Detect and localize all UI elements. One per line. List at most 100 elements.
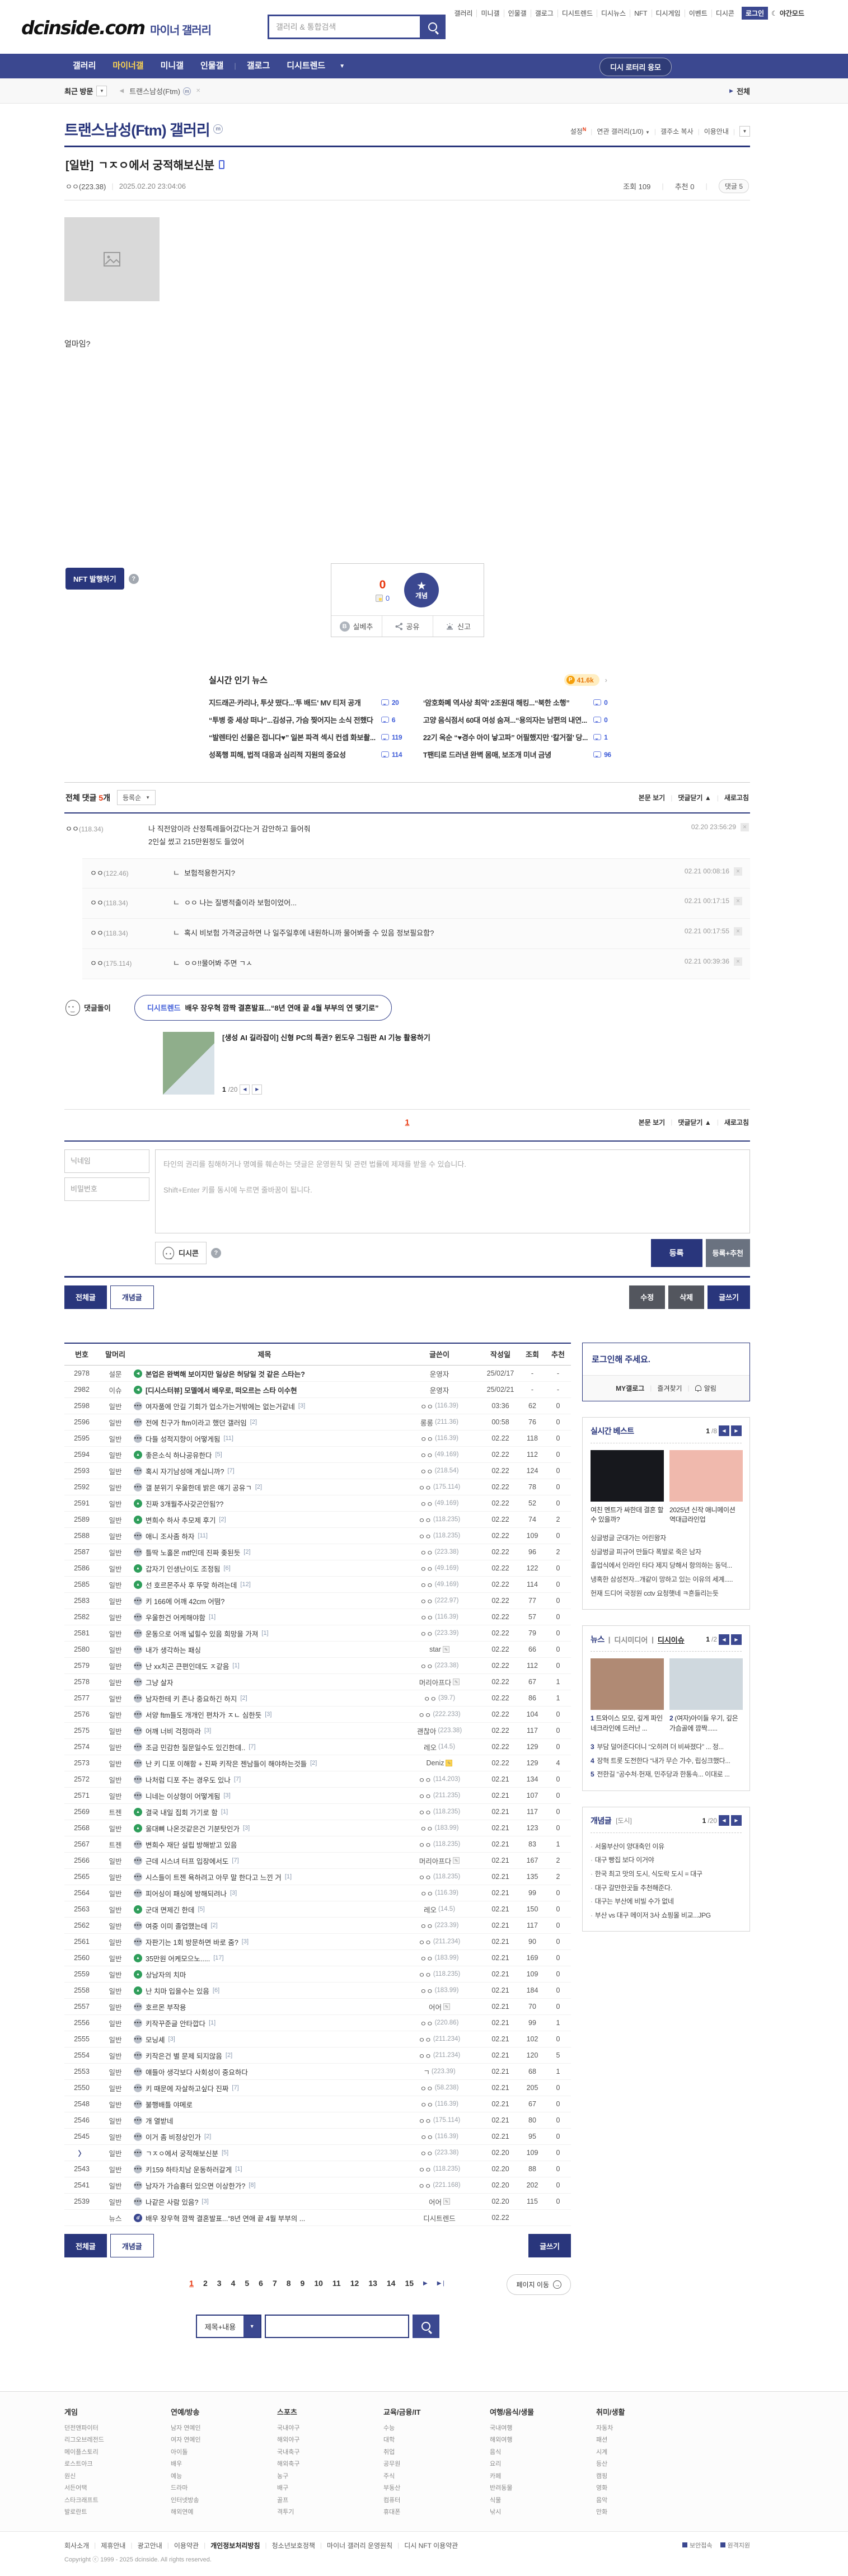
post-link[interactable]: 내가 생각하는 패싱 — [146, 1646, 201, 1654]
footer-link[interactable]: 주식 — [383, 2472, 395, 2480]
post-link[interactable]: 키159 하타치남 운동하러갈게 — [146, 2166, 232, 2174]
row-author[interactable]: 어어 ✎ — [397, 1998, 481, 2015]
row-author[interactable]: ㅇㅇ (223.39) — [397, 1625, 481, 1642]
page-move-button[interactable]: 페이지 이동 → — [507, 2274, 571, 2295]
footer-link[interactable]: 캠핑 — [596, 2472, 608, 2480]
footer-link[interactable]: 해외야구 — [277, 2437, 300, 2444]
post-link[interactable]: 난 키 디포 이해함 + 진짜 키작은 젠남들이 해야하는것들 — [146, 1760, 307, 1768]
comment-count-badge[interactable]: 댓글 5 — [718, 179, 749, 193]
footer-link[interactable]: 격투기 — [277, 2509, 294, 2516]
gallery-more-dropdown[interactable]: ▼ — [739, 126, 750, 137]
post-link[interactable]: 전에 친구가 ftm이라고 했던 갤러임 — [146, 1419, 247, 1427]
footer-link[interactable]: 리그오브레전드 — [64, 2437, 104, 2444]
footer-link[interactable]: 드라마 — [171, 2485, 188, 2492]
secure-connect-link[interactable]: 보안접속 — [682, 2541, 713, 2550]
top-link-이벤트[interactable]: 이벤트 — [685, 10, 712, 17]
post-link[interactable]: 니네는 이상형이 어떻게됨 — [146, 1792, 221, 1801]
post-link[interactable]: 불행배틀 야메로 — [146, 2101, 193, 2109]
post-link[interactable]: 모닝셰 — [146, 2036, 165, 2044]
row-author[interactable]: 레오 (14.5) — [397, 1738, 481, 1755]
page-12[interactable]: 12 — [350, 2279, 359, 2288]
search-category-select[interactable]: 제목+내용 ▼ — [195, 2315, 262, 2338]
news-item[interactable]: ‘암호화폐 역사상 최악’ 2조원대 해킹...“북한 소행” 0 — [423, 694, 616, 711]
footer-link[interactable]: 시계 — [596, 2448, 608, 2456]
footer-link[interactable]: 해외축구 — [277, 2461, 300, 2468]
post-link[interactable]: 키작꾸준글 안타깝다 — [146, 2019, 205, 2028]
report-button[interactable]: 신고 — [432, 616, 484, 637]
post-link[interactable]: 배우 장우혁 깜짝 결혼발표...“8년 연애 끝 4월 부부의 ... — [146, 2214, 306, 2223]
news-list-item[interactable]: 3 부담 덜어준다더니 “오히려 더 비싸졌다” ... 정... — [591, 1743, 724, 1751]
row-author[interactable]: ㅇㅇ (118.235) — [397, 1511, 481, 1528]
favorites-link[interactable]: 즐겨찾기 — [657, 1384, 682, 1392]
footer-link[interactable]: 요리 — [490, 2461, 502, 2468]
footer-link[interactable]: 취업 — [383, 2448, 395, 2456]
footer-link[interactable]: 발로란트 — [64, 2509, 87, 2516]
best-item[interactable]: 졸업식에서 인라인 타다 제지 당해서 항의하는 동덕... — [591, 1562, 732, 1570]
help-icon[interactable]: ? — [128, 573, 139, 584]
top-link-인물갤[interactable]: 인물갤 — [504, 10, 531, 17]
delete-comment-button[interactable]: ✕ — [734, 897, 742, 906]
silbe-button[interactable]: B 실베추 — [331, 616, 382, 637]
footer-link[interactable]: 농구 — [277, 2472, 289, 2480]
footer-link[interactable]: 던전앤파이터 — [64, 2425, 99, 2432]
gallery-tab[interactable]: 트랜스남성(Ftm) m ✕ — [129, 87, 201, 96]
write-button[interactable]: 글쓰기 — [708, 1285, 750, 1309]
write-button[interactable]: 글쓰기 — [528, 2234, 571, 2257]
post-link[interactable]: 다들 성적지향이 어떻게됨 — [146, 1435, 221, 1443]
post-link[interactable]: 여자품에 안길 기회가 업소가는거밖에는 없는거같네 — [146, 1402, 295, 1411]
top-link-갤로그[interactable]: 갤로그 — [531, 10, 558, 17]
article-thumbnail[interactable] — [163, 1031, 214, 1095]
row-author[interactable]: 운영자 — [397, 1365, 481, 1382]
page-10[interactable]: 10 — [314, 2279, 323, 2288]
post-link[interactable]: 피어싱이 패싱에 방해되려나 — [146, 1890, 227, 1898]
news-item[interactable]: 22기 옥순 “♥경수 아이 낳고파” 어필했지만 ‘칼거절’ 당... 1 — [423, 728, 616, 746]
footer-link[interactable]: 휴대폰 — [383, 2509, 401, 2516]
footer-link[interactable]: 여자 연예인 — [171, 2437, 201, 2444]
footer-link[interactable]: 음식 — [490, 2448, 502, 2456]
post-link[interactable]: 키 때문에 자살하고싶다 진짜 — [146, 2084, 229, 2093]
broken-image-placeholder[interactable] — [64, 217, 160, 301]
all-posts-button[interactable]: 전체글 — [64, 2234, 107, 2257]
concept-item[interactable]: · 한국 최고 맛의 도시, 식도락 도시 = 대구 — [591, 1870, 702, 1878]
post-link[interactable]: 얘들아 생각보다 사회성이 중요하다 — [146, 2068, 248, 2077]
trend-bubble[interactable]: 디시트렌드 배우 장우혁 깜짝 결혼발표...“8년 연애 끝 4월 부부의 연… — [134, 994, 392, 1021]
row-author[interactable]: 운영자 — [397, 1381, 481, 1398]
search-button[interactable] — [420, 15, 446, 39]
row-author[interactable]: ㅇㅇ (118.235) — [397, 1803, 481, 1820]
page-14[interactable]: 14 — [386, 2279, 396, 2288]
post-author[interactable]: ㅇㅇ(223.38) — [65, 183, 106, 191]
legal-link[interactable]: 개인정보처리방침 — [210, 2541, 260, 2550]
row-author[interactable]: ㅇㅇ (39.7) — [397, 1690, 481, 1707]
search-input[interactable] — [268, 15, 420, 39]
settings-link[interactable]: 설정N — [570, 127, 587, 135]
nav-item-갤로그[interactable]: 갤로그 — [246, 61, 270, 71]
footer-link[interactable]: 공무원 — [383, 2461, 401, 2468]
footer-link[interactable]: 아이돌 — [171, 2448, 188, 2456]
prev-button[interactable]: ◀ — [719, 1425, 729, 1436]
row-author[interactable]: ㅇㅇ (222.233) — [397, 1706, 481, 1723]
footer-link[interactable]: 영화 — [596, 2485, 608, 2492]
row-author[interactable]: ㅇㅇ (223.38) — [397, 2144, 481, 2161]
legal-link[interactable]: 이용약관 — [174, 2541, 199, 2550]
concept-item[interactable]: · 서울부산이 양대축인 이유 — [591, 1842, 664, 1850]
comment-author[interactable]: ㅇㅇ(118.34) — [90, 897, 173, 910]
footer-link[interactable]: 대학 — [383, 2437, 395, 2444]
concept-item[interactable]: · 대구는 부산에 비빌 수가 없네 — [591, 1897, 674, 1906]
post-link[interactable]: 키 166에 어깨 42cm 어떰? — [146, 1597, 225, 1606]
post-link[interactable]: 어깨 너비 걱정마라 — [146, 1727, 201, 1736]
footer-link[interactable]: 식물 — [490, 2496, 502, 2504]
page-6[interactable]: 6 — [259, 2279, 263, 2288]
legal-link[interactable]: 마이너 갤러리 운영원칙 — [327, 2541, 393, 2550]
news-item[interactable]: 고양 음식점서 60대 여성 숨져...“용의자는 남편의 내연... 0 — [423, 711, 616, 728]
scroll-left-icon[interactable]: ◀ — [119, 88, 124, 94]
nft-publish-button[interactable]: NFT 발행하기 — [65, 568, 124, 590]
post-link[interactable]: 변희수 재단 설립 방해받고 있음 — [146, 1841, 237, 1849]
legal-link[interactable]: 회사소개 — [64, 2541, 90, 2550]
top-link-디시트렌드[interactable]: 디시트렌드 — [557, 10, 598, 17]
best-item[interactable]: 헌재 드디어 국정원 cctv 요청햇네 ㅋ흔들리는듯 — [591, 1589, 719, 1597]
news-item[interactable]: 성폭행 피해, 법적 대응과 심리적 지원의 중요성 114 — [209, 746, 404, 763]
post-link[interactable]: 나같은 사람 있음? — [146, 2198, 199, 2206]
copy-url-link[interactable]: 갤주소 복사 — [660, 128, 694, 135]
refresh-link[interactable]: 새로고침 — [724, 794, 749, 802]
footer-link[interactable]: 등산 — [596, 2461, 608, 2468]
